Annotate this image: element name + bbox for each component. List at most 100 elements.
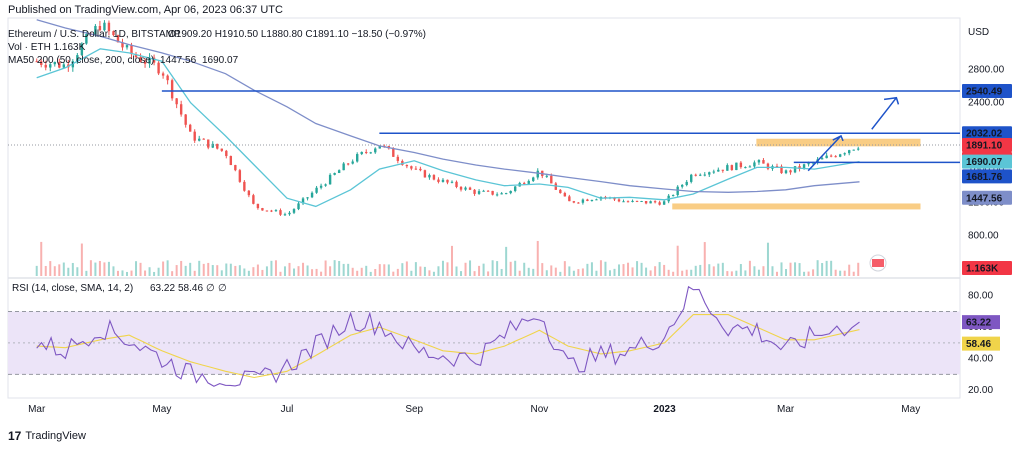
volume-bar (211, 265, 214, 276)
volume-bar (157, 267, 160, 276)
volume-bar (500, 268, 503, 276)
candle-body (532, 177, 535, 181)
candle-body (274, 210, 278, 212)
volume-bar (446, 262, 449, 276)
volume-bar (135, 261, 138, 276)
volume-bar (726, 271, 729, 276)
footer-brand: 17 TradingView (8, 429, 86, 443)
y-tick-label: 800.00 (968, 231, 999, 242)
volume-bar (423, 266, 426, 276)
ma200-value-label: 1447.56 (966, 193, 1003, 204)
candle-body (848, 150, 851, 154)
candle-body (161, 73, 165, 76)
candle-body (649, 201, 652, 204)
candle-body (80, 43, 84, 56)
level-label-1681-bg (962, 169, 1012, 184)
volume-bar (49, 261, 52, 276)
candle-body (464, 187, 467, 190)
candle-body (103, 22, 106, 31)
volume-bar (739, 264, 742, 276)
x-tick-label: May (152, 404, 171, 415)
volume-bar (85, 270, 88, 276)
level-label-2032: 2032.02 (966, 129, 1003, 140)
candle-body (419, 168, 422, 171)
candle-body (798, 166, 801, 169)
volume-bar (189, 262, 192, 276)
volume-bar (699, 264, 702, 276)
ma50-line (36, 48, 860, 208)
candle-body (396, 156, 400, 161)
legend-rsi-extra-2: ∅ (218, 283, 227, 294)
candle-body (486, 190, 490, 192)
candle-body (789, 170, 792, 173)
volume-bar (58, 264, 61, 276)
volume-bar (821, 263, 824, 276)
volume-bar (830, 260, 833, 276)
volume-bar (613, 268, 616, 276)
volume-bar (94, 262, 97, 276)
candle-body (288, 212, 291, 215)
legend-rsi-sma-value: 58.46 (178, 283, 203, 294)
candle-body (441, 179, 445, 182)
candle-body (193, 131, 196, 141)
candle-body (563, 193, 567, 197)
plot-frame (7, 17, 961, 399)
volume-bar (324, 260, 327, 276)
volume-bar (220, 270, 223, 276)
candle-body (179, 104, 183, 115)
candle-body (852, 149, 855, 151)
candle-body (98, 25, 102, 31)
candle-body (346, 163, 350, 165)
volume-bar (640, 262, 643, 276)
ma50-value-label: 1690.07 (966, 157, 1003, 168)
volume-bar (690, 269, 693, 276)
candle-body (527, 180, 530, 184)
volume-bar (541, 263, 544, 276)
volume-bar (672, 271, 675, 276)
volume-bar (694, 265, 697, 276)
candle-body (455, 181, 458, 187)
candle-body (554, 183, 558, 190)
candle-body (690, 174, 693, 182)
volume-bar (225, 263, 228, 276)
rsi-tick-label: 40.00 (968, 354, 993, 365)
candle-body (356, 154, 359, 162)
candle-body (572, 201, 576, 203)
candle-body (333, 172, 336, 175)
volume-bar (116, 270, 119, 276)
volume-bar (67, 267, 70, 276)
volume-bar (148, 267, 151, 276)
volume-bar (482, 263, 485, 276)
volume-bar (676, 245, 679, 276)
candle-body (658, 202, 661, 205)
candlesticks (35, 20, 860, 216)
volume-bar (202, 263, 205, 276)
candle-body (838, 154, 842, 157)
candle-body (175, 98, 178, 105)
candle-body (360, 151, 363, 155)
candle-body (405, 165, 409, 167)
candle-body (35, 61, 38, 63)
candle-body (256, 203, 260, 209)
legend-ma-fast-value: 1690.07 (202, 55, 239, 66)
candle-body (680, 184, 684, 187)
candle-body (44, 64, 47, 68)
candle-body (586, 199, 589, 202)
candle-body (62, 64, 66, 68)
volume-bar (523, 262, 526, 276)
candle-body (432, 175, 436, 180)
current-price-label: 1891.10 (966, 140, 1003, 151)
candle-body (513, 186, 517, 191)
candle-body (270, 210, 273, 212)
volume-bar (604, 261, 607, 276)
volume-bar (816, 260, 819, 276)
published-note: Published on TradingView.com, Apr 06, 20… (8, 4, 283, 16)
candle-body (261, 208, 264, 211)
volume-bar (545, 270, 548, 276)
candle-body (166, 75, 169, 81)
candle-body (748, 166, 752, 168)
candle-body (685, 181, 688, 185)
volume-bar (563, 261, 566, 276)
volume-bar (785, 269, 788, 276)
